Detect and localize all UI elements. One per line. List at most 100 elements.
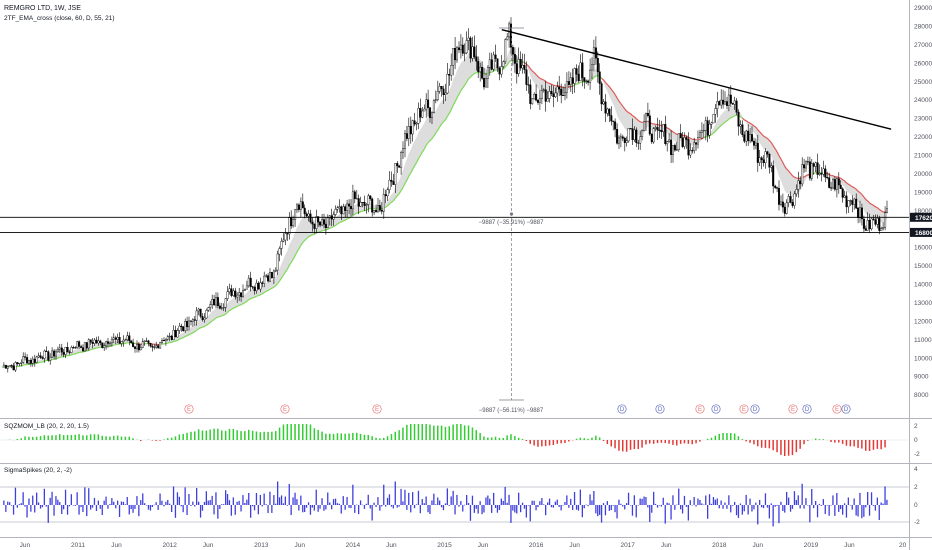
- price-axis-tick: 9000: [914, 374, 929, 381]
- candle-body: [286, 233, 289, 235]
- candle-body: [348, 203, 351, 207]
- candle-body: [39, 355, 42, 358]
- squeeze-bar: [668, 440, 670, 444]
- candle-body: [706, 120, 709, 136]
- downtrend-line[interactable]: [501, 28, 892, 130]
- sigma-bar: [764, 493, 767, 505]
- ema-slow-segment: [740, 116, 743, 119]
- candle-body: [884, 212, 887, 228]
- ema-slow-segment: [281, 274, 284, 279]
- candle-body: [326, 217, 329, 228]
- squeeze-bar: [325, 433, 327, 440]
- sigma-bar: [600, 505, 603, 523]
- sigma-bar: [304, 505, 306, 512]
- candle-body: [596, 58, 599, 73]
- sigma-bar: [523, 505, 526, 509]
- squeeze-bar: [568, 440, 570, 442]
- candle-body: [614, 121, 617, 130]
- ema-slow-segment: [524, 62, 527, 65]
- sigma-bar: [761, 505, 763, 508]
- candle-body: [438, 85, 441, 92]
- sigma-bar: [390, 505, 393, 507]
- sigma-bar: [309, 505, 312, 515]
- candle-body: [313, 223, 316, 229]
- candle-body: [652, 128, 655, 143]
- measure-handle[interactable]: [509, 212, 514, 216]
- sigma-bar: [201, 505, 204, 511]
- candle-body: [531, 98, 534, 104]
- event-marker-circle: [788, 404, 798, 414]
- sigma-bar: [656, 505, 659, 508]
- candle-body: [216, 297, 219, 307]
- sigma-bar: [629, 505, 632, 506]
- candle-body: [726, 101, 729, 106]
- ema-slow-segment: [302, 239, 306, 243]
- event-marker-circle: [832, 404, 842, 414]
- ema-slow-segment: [188, 333, 192, 336]
- squeeze-bar: [683, 440, 686, 444]
- sigma-bar: [774, 505, 776, 507]
- price-axis[interactable]: 2900028000270002600025000240002300022000…: [914, 5, 932, 399]
- sigma-bar: [22, 492, 24, 505]
- sigma-bar: [543, 504, 545, 505]
- squeeze-bar: [290, 424, 292, 440]
- time-axis[interactable]: Jun 2011 Jun 2012 Jun 2013 Jun 2014 Jun 2015 Jun 20…: [20, 542, 907, 549]
- candle-body: [178, 325, 181, 331]
- ema-slow-segment: [846, 182, 849, 185]
- sigma-bar: [41, 505, 44, 508]
- ema-slow-segment: [402, 183, 406, 188]
- squeeze-bar: [282, 424, 285, 440]
- candle-body: [641, 130, 644, 138]
- measure-tool[interactable]: −9887 (−35.91%) −9887 −9887 (−56.11%) −9…: [479, 27, 545, 414]
- sigma-bar: [786, 492, 788, 505]
- candle-body: [558, 86, 561, 90]
- sigma-bar: [653, 491, 655, 505]
- squeeze-bar: [240, 431, 242, 440]
- squeeze-bar: [178, 434, 181, 440]
- ema-slow-segment: [258, 294, 261, 297]
- ema-slow-segment: [314, 232, 317, 235]
- candle-body: [132, 342, 135, 347]
- ema-slow-segment: [493, 69, 496, 72]
- ema-slow-segment: [547, 82, 550, 85]
- candle-body: [527, 84, 530, 86]
- candle-body: [55, 351, 58, 357]
- squeeze-bar: [803, 440, 805, 445]
- sigma-bar: [556, 499, 558, 505]
- candle-body: [780, 201, 783, 205]
- indicator-label-squeeze[interactable]: SQZMOM_LB (20, 2, 20, 1.5): [4, 423, 89, 430]
- ema-slow-segment: [431, 135, 435, 140]
- candle-body: [288, 217, 291, 235]
- candle-body: [247, 277, 250, 287]
- ema-slow-segment: [620, 103, 624, 107]
- candle-body: [184, 321, 187, 331]
- candle-body: [371, 198, 374, 213]
- ema-slow-segment: [763, 135, 766, 138]
- ema-slow-segment: [306, 236, 310, 240]
- sigma-bar: [651, 505, 653, 513]
- sigma-bar: [259, 494, 261, 505]
- price-axis-tick: 23000: [914, 116, 932, 123]
- sigma-bar: [433, 493, 435, 505]
- sigma-bar: [614, 505, 616, 513]
- symbol-title[interactable]: REMGRO LTD, 1W, JSE: [4, 5, 81, 12]
- sigma-bar: [30, 505, 32, 512]
- ema-slow-segment: [443, 119, 446, 123]
- indicator-label-sigma[interactable]: SigmaSpikes (20, 2, -2): [4, 467, 72, 474]
- candle-body: [344, 206, 347, 211]
- candle-body: [292, 219, 295, 227]
- candle-body: [417, 108, 420, 124]
- sigma-bar: [165, 501, 167, 505]
- squeeze-bar: [672, 440, 674, 445]
- sigma-bar: [10, 505, 13, 506]
- candle-body: [14, 362, 17, 371]
- candle-body: [29, 360, 32, 364]
- sigma-bar: [818, 503, 821, 505]
- candle-body: [35, 356, 38, 363]
- candle-body: [133, 346, 136, 349]
- candle-body: [78, 341, 81, 347]
- indicator-label-ema[interactable]: 2TF_EMA_cross (close, 60, D, 55, 21): [4, 15, 115, 22]
- candle-body: [567, 81, 570, 85]
- sigma-bar: [562, 505, 564, 506]
